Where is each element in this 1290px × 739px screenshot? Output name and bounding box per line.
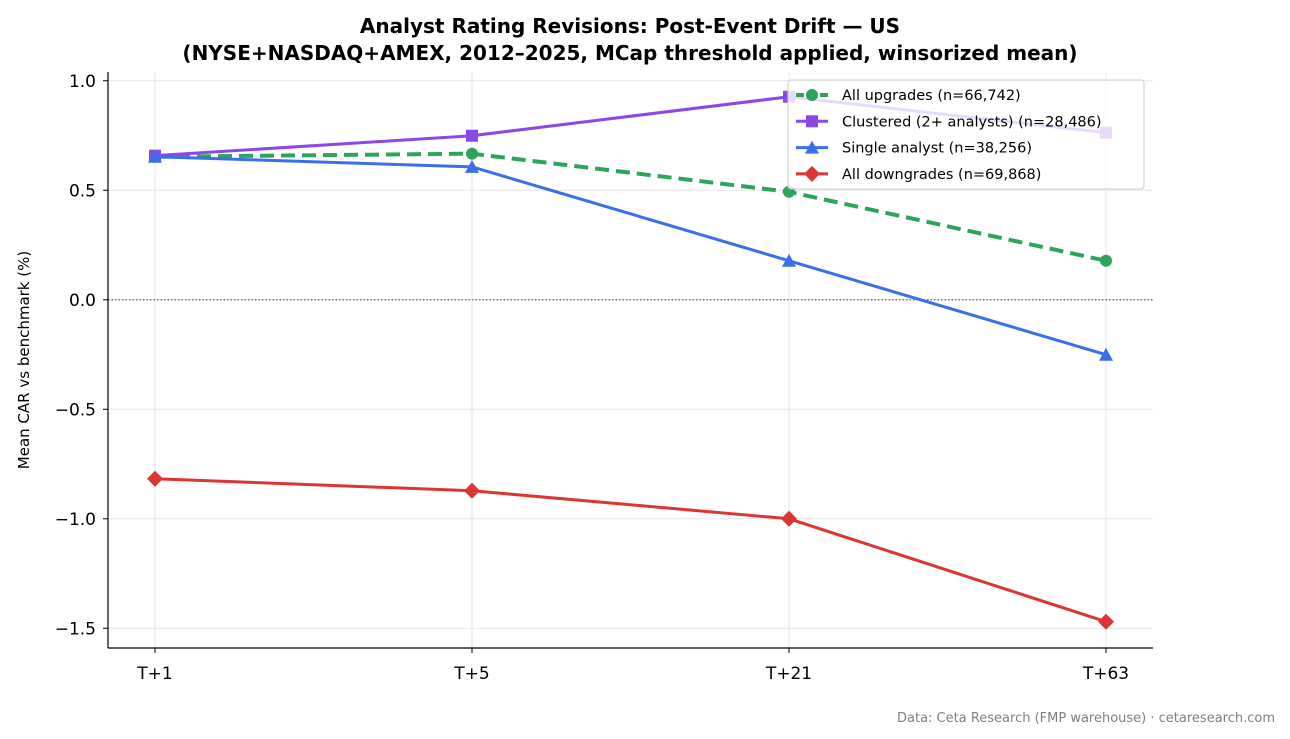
- data-point: [466, 147, 478, 160]
- y-tick-label: 0.0: [69, 291, 96, 311]
- series-triangle: [148, 149, 1113, 361]
- y-axis-label: Mean CAR vs benchmark (%): [15, 251, 33, 469]
- series-line: [154, 155, 1107, 357]
- data-point: [148, 149, 162, 163]
- y-tick-label: 1.0: [69, 72, 96, 92]
- series-diamond: [147, 470, 1114, 630]
- data-point: [466, 129, 478, 142]
- y-tick-label: 0.5: [69, 181, 96, 201]
- chart-subtitle: (NYSE+NASDAQ+AMEX, 2012–2025, MCap thres…: [182, 41, 1077, 65]
- legend-label: All upgrades (n=66,742): [842, 88, 1021, 104]
- chart-title: Analyst Rating Revisions: Post-Event Dri…: [360, 14, 900, 38]
- data-point: [147, 470, 163, 487]
- x-tick-label: T+5: [453, 664, 489, 684]
- x-tick-label: T+1: [136, 664, 172, 684]
- data-point: [781, 510, 797, 527]
- data-point: [1098, 613, 1114, 630]
- legend-marker: [804, 165, 820, 182]
- data-point: [1099, 347, 1113, 361]
- x-tick-label: T+63: [1082, 664, 1129, 684]
- data-point: [465, 159, 479, 173]
- legend-label: Single analyst (n=38,256): [842, 141, 1032, 157]
- x-tick-label: T+21: [765, 664, 812, 684]
- y-tick-label: −1.5: [55, 619, 96, 639]
- data-point: [464, 482, 480, 499]
- legend-marker: [806, 89, 818, 101]
- source-note: Data: Ceta Research (FMP warehouse) · ce…: [897, 711, 1275, 726]
- series-line: [154, 151, 1107, 263]
- legend-label: Clustered (2+ analysts) (n=28,486): [842, 114, 1102, 130]
- data-point: [1100, 254, 1112, 267]
- y-tick-label: −0.5: [55, 400, 96, 420]
- legend-label: All downgrades (n=69,868): [842, 167, 1041, 183]
- series-line: [154, 477, 1107, 624]
- legend-box: [787, 79, 1145, 190]
- legend-marker: [806, 115, 818, 128]
- y-tick-label: −1.0: [55, 510, 96, 530]
- data-point: [782, 253, 796, 267]
- legend-marker: [805, 140, 819, 154]
